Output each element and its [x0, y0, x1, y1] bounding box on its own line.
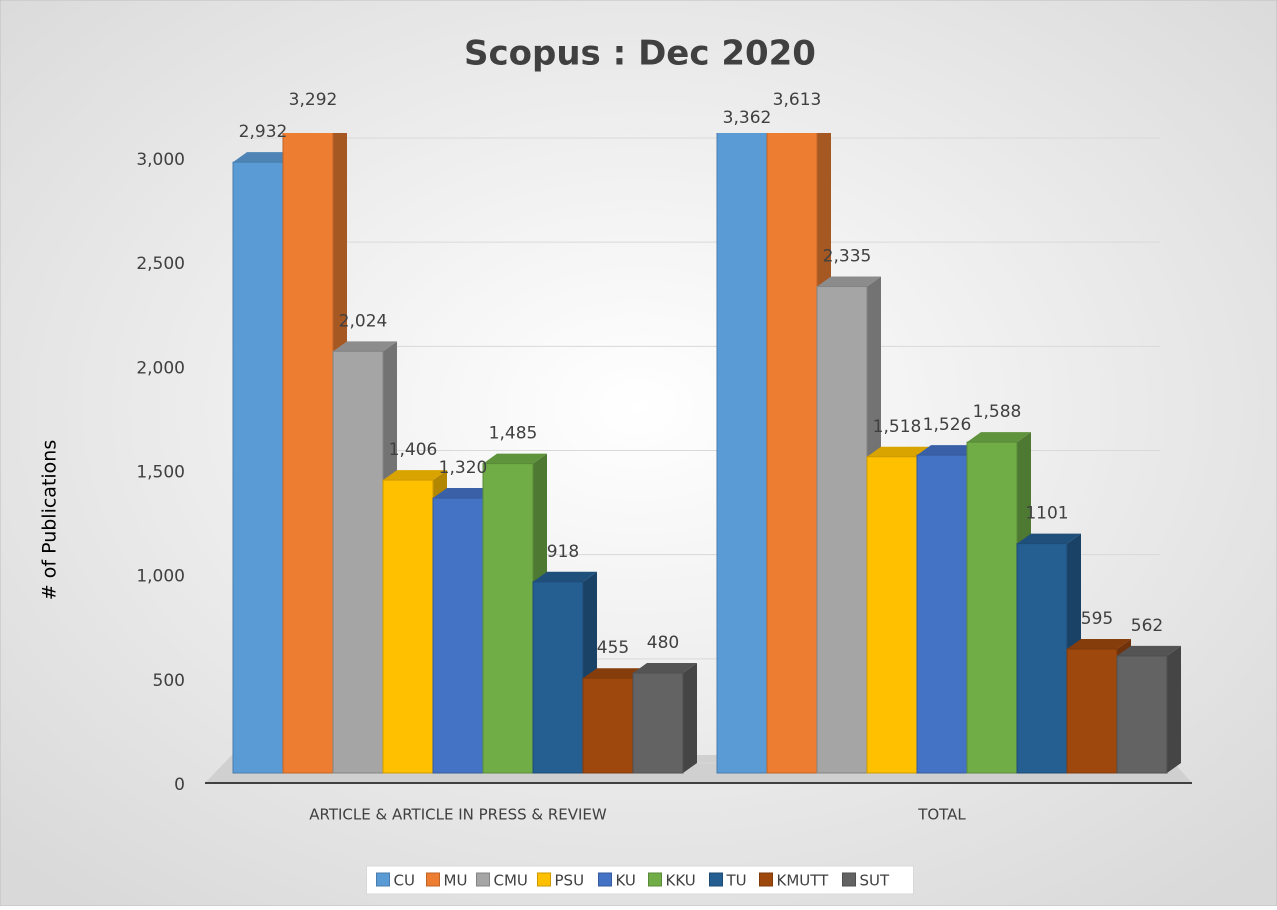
bar-top: [1067, 639, 1131, 650]
legend-swatch: [476, 872, 490, 887]
bar-top: [533, 571, 597, 582]
bar: [916, 454, 968, 774]
bar-side: [683, 663, 697, 773]
bar: [1016, 543, 1068, 774]
legend-label: CU: [394, 872, 415, 890]
bar-top: [1017, 533, 1081, 544]
y-tick-label: 1,000: [136, 567, 185, 587]
bar: [866, 456, 918, 774]
legend-label: KMUTT: [777, 872, 830, 890]
legend-swatch: [648, 872, 662, 887]
bar-top: [233, 152, 297, 163]
data-label: 1101: [1025, 504, 1068, 524]
bar-top: [817, 276, 881, 287]
data-label: 2,932: [239, 122, 288, 142]
legend-swatch: [759, 872, 773, 887]
legend-swatch: [598, 872, 612, 887]
data-label: 2,024: [339, 311, 388, 331]
legend-label: MU: [444, 872, 468, 890]
bar-top: [333, 341, 397, 352]
data-label: 455: [597, 638, 629, 658]
bar: [532, 581, 584, 774]
data-label: 3,362: [723, 108, 772, 128]
y-tick-label: 3,000: [136, 150, 185, 170]
bar: [432, 497, 484, 774]
bar-top: [583, 668, 647, 679]
bar: [632, 672, 684, 774]
legend-label: KKU: [666, 872, 696, 890]
bar: [382, 479, 434, 774]
bar-top: [917, 445, 981, 456]
x-tick-label: TOTAL: [917, 806, 966, 824]
y-tick-label: 2,500: [136, 254, 185, 274]
legend-swatch: [709, 872, 723, 887]
data-label: 3,292: [289, 90, 338, 110]
bar-top: [383, 470, 447, 481]
bar: [1066, 648, 1118, 774]
bar-top: [433, 488, 497, 498]
bar: [816, 286, 868, 774]
y-tick-label: 500: [153, 671, 185, 691]
bar-top: [483, 453, 547, 464]
data-label: 2,335: [823, 247, 872, 267]
bar: [282, 133, 334, 774]
legend-swatch: [842, 872, 856, 887]
legend-swatch: [426, 872, 440, 887]
bar: [766, 133, 818, 774]
legend-label: SUT: [860, 872, 891, 890]
data-label: 1,485: [489, 424, 538, 444]
bar: [716, 133, 768, 774]
bar: [582, 677, 634, 774]
bar: [332, 350, 384, 774]
bar: [1116, 655, 1168, 774]
bar: [966, 441, 1018, 774]
data-label: 562: [1131, 616, 1163, 636]
x-tick-label: ARTICLE & ARTICLE IN PRESS & REVIEW: [309, 806, 607, 824]
plot: [232, 133, 1181, 774]
legend-label: TU: [726, 872, 747, 890]
legend-label: PSU: [555, 872, 585, 890]
data-label: 3,613: [773, 90, 822, 110]
data-label: 595: [1081, 609, 1113, 629]
legend-box: [366, 865, 914, 895]
legend-swatch: [537, 872, 551, 887]
data-label: 1,526: [923, 415, 972, 435]
y-tick-label: 0: [174, 775, 185, 795]
data-label: 480: [647, 633, 679, 653]
bar-top: [633, 663, 697, 673]
y-tick-label: 1,500: [136, 463, 185, 483]
data-label: 918: [547, 542, 579, 562]
bar-side: [1167, 645, 1181, 773]
bar: [232, 161, 284, 774]
data-label: 1,320: [439, 458, 488, 478]
data-label: 1,406: [389, 440, 438, 460]
y-axis-label: # of Publications: [39, 440, 61, 600]
data-label: 1,588: [973, 402, 1022, 422]
bar-top: [867, 446, 931, 457]
bar-top: [1117, 645, 1181, 656]
legend-label: KU: [616, 872, 636, 890]
legend-label: CMU: [494, 872, 528, 890]
data-label: 1,518: [873, 417, 922, 437]
chart-title: Scopus : Dec 2020: [464, 34, 816, 74]
y-tick-label: 2,000: [136, 358, 185, 378]
bar: [482, 463, 534, 774]
legend-swatch: [376, 872, 390, 887]
bar-top: [967, 432, 1031, 443]
